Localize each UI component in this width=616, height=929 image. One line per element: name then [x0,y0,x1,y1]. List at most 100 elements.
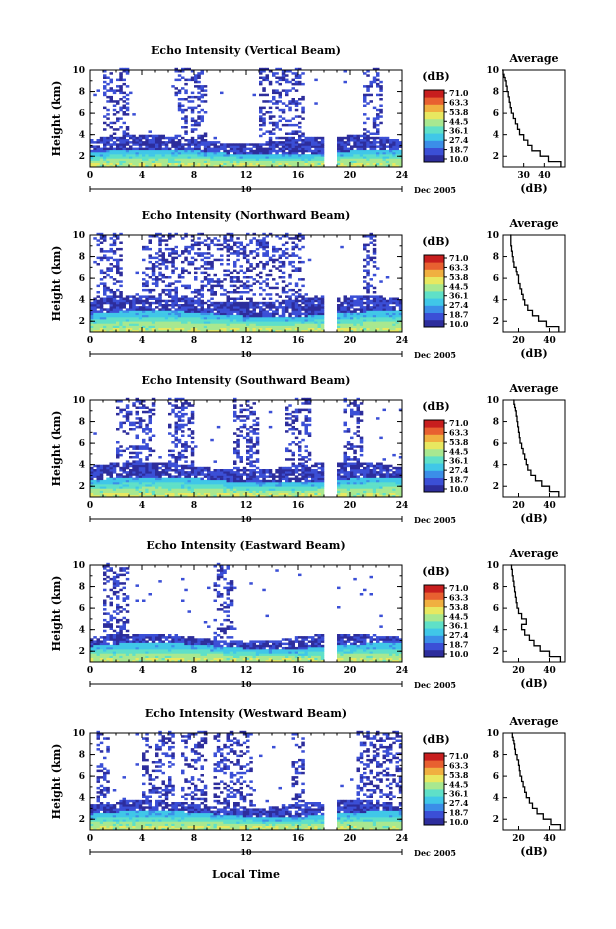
heatmap-cell [148,488,152,491]
heatmap-cell [275,80,279,84]
heatmap-cell [320,310,325,313]
heatmap-cell [275,325,279,328]
heatmap-cell [145,477,149,481]
heatmap-cell [197,488,201,491]
heatmap-cell [376,67,380,71]
heatmap-cell [138,295,143,298]
heatmap-cell [307,314,312,318]
heatmap-cell [187,67,191,71]
heatmap-cell [90,490,94,493]
heatmap-cell [265,250,269,253]
heatmap-cell [171,327,175,331]
heatmap-cell [233,269,237,272]
heatmap-cell [281,299,286,303]
heatmap-cell [246,162,250,166]
heatmap-cell [132,156,136,159]
heatmap-cell [233,288,237,292]
heatmap-cell [122,151,126,155]
heatmap-cell [184,130,188,133]
heatmap-cell [190,473,195,476]
heatmap-cell [229,479,234,483]
heatmap-cell [320,301,325,305]
heatmap-cell [372,164,377,168]
heatmap-cell [223,269,227,272]
heatmap-cell [226,481,230,485]
heatmap-cell [109,310,113,313]
heatmap-cell [132,492,136,496]
heatmap-cell [122,477,126,481]
heatmap-cell [103,314,107,318]
heatmap-cell [216,306,221,309]
heatmap-cell [190,263,195,266]
heatmap-cell [168,486,172,489]
heatmap-cell [268,70,273,73]
heatmap-cell [379,299,383,303]
heatmap-cell [187,316,191,320]
heatmap-cell [125,108,130,112]
heatmap-cell [155,284,159,288]
heatmap-cell [366,70,370,73]
heatmap-cell [229,245,234,249]
heatmap-cell [187,162,191,166]
heatmap-cell [220,479,224,483]
heatmap-cell [369,136,373,140]
heatmap-cell [291,132,295,135]
heatmap-cell [281,147,286,151]
heatmap-cell [236,301,240,305]
heatmap-cell [236,250,240,253]
heatmap-cell [226,263,230,266]
heatmap-cell [203,316,208,320]
heatmap-cell [129,164,133,168]
heatmap-cell [272,312,276,316]
heatmap-cell [226,162,230,166]
heatmap-cell [181,310,185,313]
heatmap-cell [132,113,136,116]
heatmap-cell [109,164,113,168]
heatmap-cell [148,134,152,138]
heatmap-cell [181,252,185,255]
heatmap-cell [135,301,139,305]
heatmap-cell [90,162,94,166]
heatmap-cell [142,445,146,448]
colorbar-tick-label: 36.1 [449,126,468,136]
heatmap-cell [109,267,113,270]
heatmap-cell [168,397,172,401]
heatmap-cell [242,408,247,412]
heatmap-cell [220,310,224,313]
heatmap-cell [369,149,373,153]
heatmap-cell [223,471,227,474]
heatmap-cell [216,473,221,476]
heatmap-cell [132,488,136,491]
heatmap-cell [242,469,247,472]
heatmap-cell [291,136,295,140]
heatmap-cell [226,160,230,163]
heatmap-cell [372,247,377,251]
heatmap-cell [187,100,191,103]
heatmap-cell [158,314,162,318]
heatmap-cell [112,494,117,498]
heatmap-cell [376,136,380,140]
heatmap-cell [213,160,217,163]
heatmap-cell [184,466,188,470]
heatmap-cell [142,404,146,407]
heatmap-cell [207,477,211,481]
heatmap-cell [385,151,390,155]
heatmap-cell [161,291,165,294]
heatmap-cell [223,477,227,481]
heatmap-cell [346,316,351,320]
heatmap-cell [125,70,130,73]
heatmap-cell [93,323,97,326]
heatmap-cell [356,316,360,320]
heatmap-cell [129,327,133,331]
heatmap-cell [132,151,136,155]
heatmap-cell [90,488,94,491]
heatmap-cell [294,154,299,157]
heatmap-cell [363,327,367,331]
heatmap-cell [99,490,104,493]
y-tick-label: 10 [72,231,85,241]
heatmap-cell [103,316,107,320]
heatmap-cell [119,475,123,478]
heatmap-cell [210,147,214,151]
heatmap-cell [294,291,299,294]
heatmap-cell [262,280,266,283]
